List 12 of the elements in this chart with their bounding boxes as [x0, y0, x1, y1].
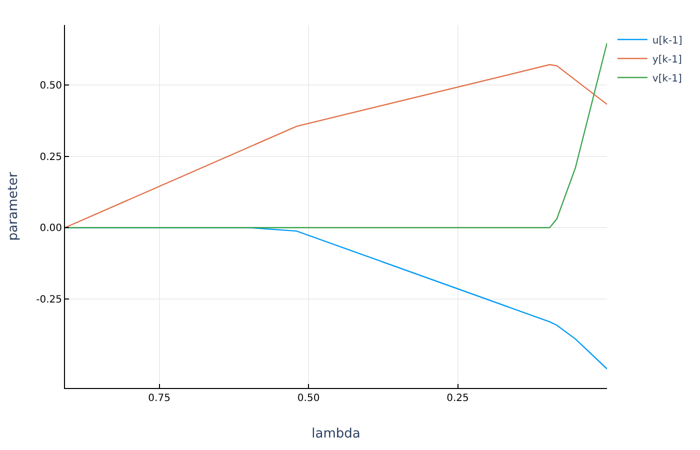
y-tick-label: 0.00: [40, 223, 62, 234]
x-tick-label: 0.50: [297, 393, 320, 404]
legend-label: y[k-1]: [652, 54, 682, 66]
legend-label: u[k-1]: [652, 35, 682, 46]
legend-label: v[k-1]: [652, 73, 682, 84]
y-tick-label: 0.25: [40, 152, 62, 163]
x-axis-title: lambda: [312, 426, 360, 442]
x-tick-label: 0.75: [148, 393, 170, 404]
y-tick-label: 0.50: [40, 80, 62, 92]
y-tick-label: -0.25: [36, 294, 62, 306]
y-axis-title: parameter: [6, 172, 22, 241]
x-tick-label: 0.25: [446, 393, 469, 404]
